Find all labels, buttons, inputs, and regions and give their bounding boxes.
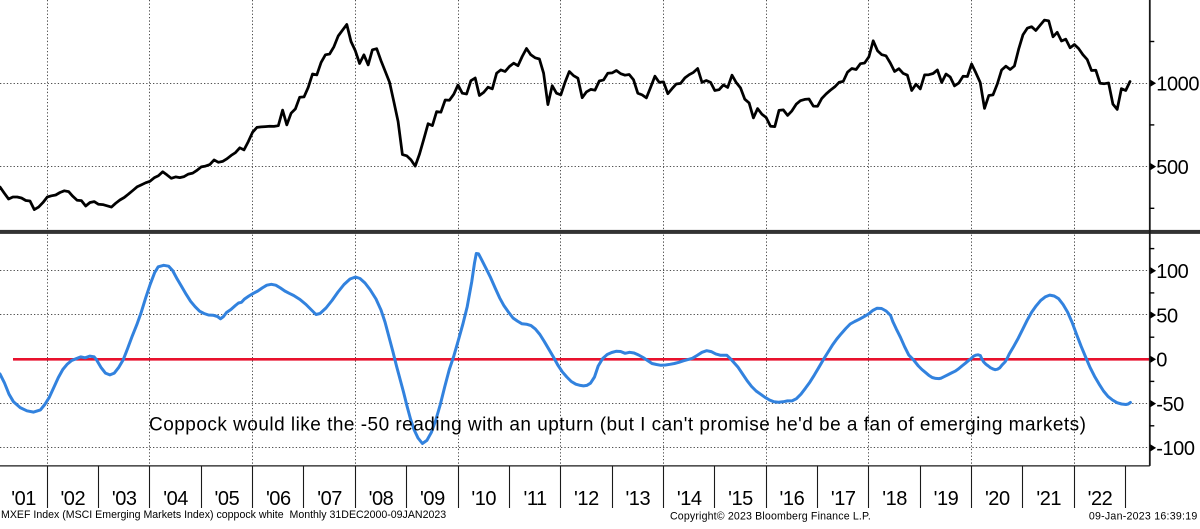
svg-text:'13: '13 [625, 488, 650, 510]
svg-text:09-Jan-2023 16:39:19: 09-Jan-2023 16:39:19 [1089, 511, 1198, 523]
svg-text:0: 0 [1156, 350, 1167, 372]
svg-text:'15: '15 [728, 488, 753, 510]
svg-text:'07: '07 [317, 488, 342, 510]
svg-text:Coppock would like the -50 rea: Coppock would like the -50 reading with … [149, 415, 1086, 436]
svg-text:'12: '12 [574, 488, 599, 510]
svg-text:'05: '05 [215, 488, 240, 510]
svg-text:'17: '17 [831, 488, 856, 510]
svg-text:'14: '14 [677, 488, 702, 510]
svg-text:'21: '21 [1036, 488, 1061, 510]
svg-text:'16: '16 [780, 488, 805, 510]
svg-text:'04: '04 [163, 488, 188, 510]
svg-text:'10: '10 [471, 488, 496, 510]
svg-text:100: 100 [1156, 261, 1188, 283]
svg-text:'11: '11 [523, 488, 547, 510]
svg-text:'01: '01 [11, 488, 36, 510]
svg-text:'19: '19 [934, 488, 959, 510]
svg-text:50: 50 [1156, 305, 1178, 327]
svg-text:Copyright© 2023 Bloomberg Fina: Copyright© 2023 Bloomberg Finance L.P. [670, 511, 871, 523]
svg-text:'08: '08 [369, 488, 394, 510]
svg-text:'09: '09 [420, 488, 445, 510]
svg-text:'18: '18 [882, 488, 907, 510]
svg-text:'02: '02 [60, 488, 85, 510]
svg-text:'20: '20 [985, 488, 1010, 510]
svg-text:'22: '22 [1088, 488, 1113, 510]
svg-text:MXEF Index (MSCI Emerging Mark: MXEF Index (MSCI Emerging Markets Index)… [1, 509, 446, 521]
svg-text:'03: '03 [112, 488, 137, 510]
svg-text:1000: 1000 [1156, 74, 1199, 96]
svg-text:'06: '06 [266, 488, 291, 510]
svg-text:-50: -50 [1156, 394, 1184, 416]
svg-text:500: 500 [1156, 157, 1188, 179]
svg-text:-100: -100 [1156, 438, 1195, 460]
